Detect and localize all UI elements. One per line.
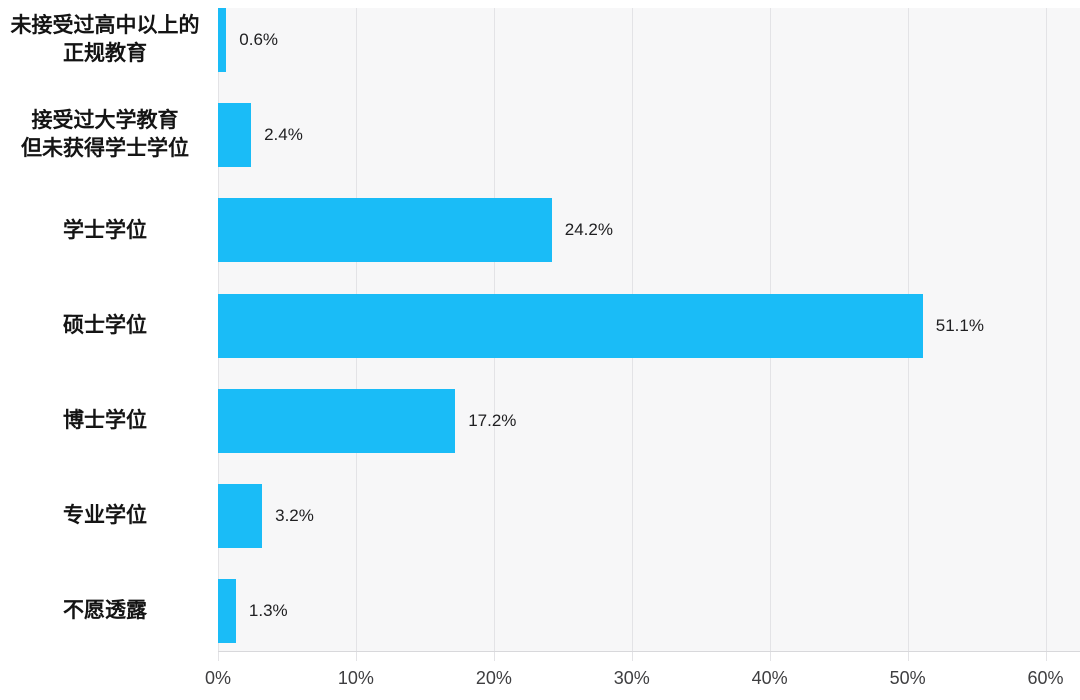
tick-mark [1045,652,1047,661]
bar [218,103,252,168]
tick-label: 50% [889,668,926,688]
bar-row: 2.4% [218,103,1080,168]
category-label-column: 未接受过高中以上的 正规教育 接受过大学教育 但未获得学士学位学士学位硕士学位博士… [0,8,210,652]
category-label-row: 未接受过高中以上的 正规教育 [0,8,210,72]
value-label: 17.2% [468,410,517,430]
category-label: 学士学位 [63,217,147,242]
gridline [1045,8,1047,651]
tick-mark [355,652,357,661]
bar-row: 3.2% [218,483,1080,548]
category-label: 未接受过高中以上的 正规教育 [10,13,200,65]
bar [218,293,923,358]
category-label-row: 硕士学位 [0,294,210,358]
category-label: 不愿透露 [63,598,147,623]
category-label-row: 专业学位 [0,484,210,548]
value-label: 3.2% [275,505,314,525]
bar [218,8,227,72]
category-label: 专业学位 [63,503,147,528]
bar [218,579,236,644]
tick-mark [769,652,771,661]
tick-label: 30% [613,668,650,688]
bar-row: 1.3% [218,579,1080,644]
bar [218,388,456,453]
category-label: 博士学位 [63,407,147,432]
x-axis: 0% 10% 20% 30% 40% 50% 60% [205,652,1080,696]
category-label: 硕士学位 [63,312,147,337]
tick-mark [907,652,909,661]
value-label: 1.3% [248,601,288,621]
tick-mark [631,652,633,661]
tick-mark [493,652,495,661]
tick-label: 60% [1027,668,1064,688]
plot-area: 0.6% 2.4% 24.2% 51.1% 17.2% 3.2% 1.3% [218,8,1080,652]
tick-label: 40% [751,668,788,688]
bar-row: 0.6% [218,8,1080,72]
tick-mark [218,652,219,661]
category-label-row: 学士学位 [0,198,210,262]
value-label: 2.4% [264,125,303,145]
tick-label: 10% [337,668,374,688]
category-label-row: 博士学位 [0,389,210,453]
value-label: 24.2% [564,220,613,240]
category-label-row: 不愿透露 [0,579,210,643]
tick-label: 20% [475,668,512,688]
bar-row: 24.2% [218,198,1080,263]
bar [218,198,552,263]
bar [218,483,263,548]
category-label: 接受过大学教育 但未获得学士学位 [21,108,189,161]
category-label-row: 接受过大学教育 但未获得学士学位 [0,103,210,167]
value-label: 0.6% [239,30,279,49]
value-label: 51.1% [935,315,984,335]
bar-row: 51.1% [218,293,1080,358]
tick-label: 0% [204,668,232,688]
bar-row: 17.2% [218,388,1080,453]
